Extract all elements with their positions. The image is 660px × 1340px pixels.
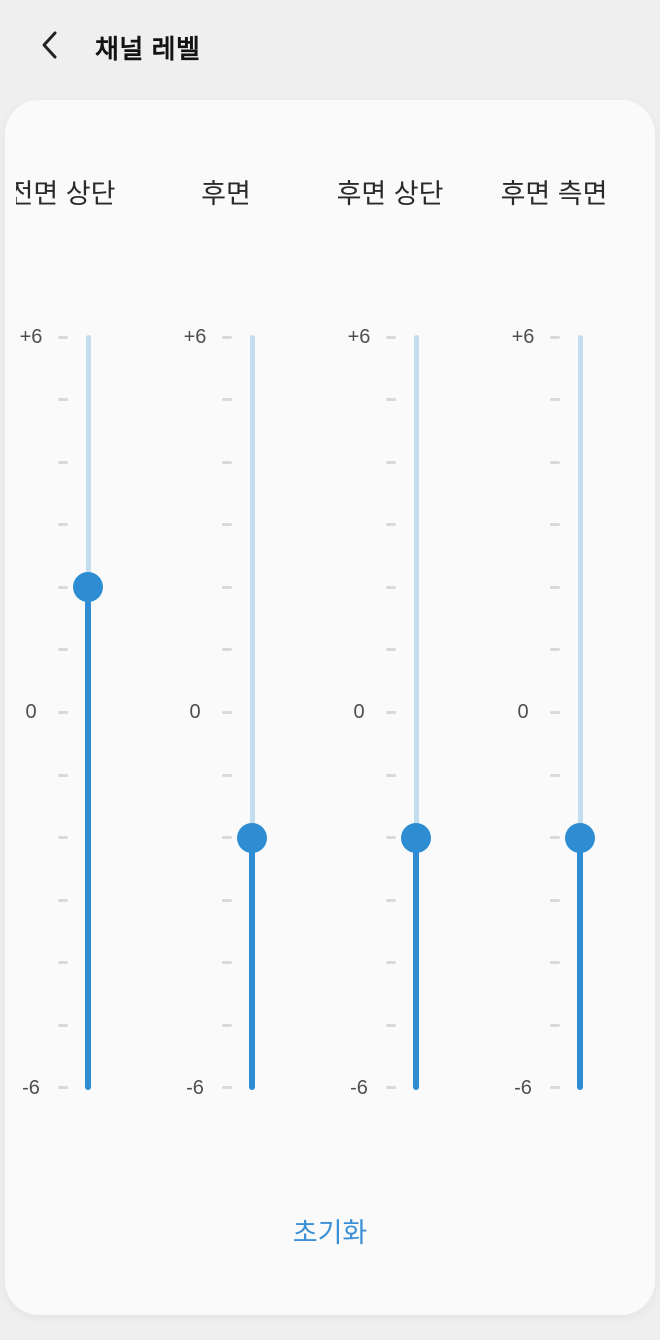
tick-mark [58, 1023, 68, 1027]
slider-track-active[interactable] [85, 587, 91, 1090]
tick-mark [386, 460, 396, 464]
tick-mark [58, 648, 68, 652]
scale-label: -6 [186, 1076, 204, 1099]
scale-label: +6 [183, 326, 207, 348]
tick-mark [58, 585, 68, 589]
tick-mark [222, 398, 232, 402]
tick-mark [58, 398, 68, 402]
tick-mark [550, 961, 560, 965]
tick-mark [58, 961, 68, 965]
tick-mark [550, 523, 560, 527]
tick-mark [58, 1086, 68, 1090]
scale-label: 0 [353, 701, 365, 724]
slider-scroll-area[interactable]: 전면 상단 +6 0 -6 후면 +6 0 -6 후면 상단 +6 0 -6 후면 측면 +6 0 -6 [16, 140, 655, 1170]
tick-mark [58, 836, 68, 840]
tick-mark [222, 898, 232, 902]
app-header: 채널 레벨 [0, 0, 660, 100]
tick-mark [222, 710, 232, 714]
back-button[interactable] [30, 24, 70, 68]
tick-mark [550, 335, 560, 339]
tick-mark [386, 961, 396, 965]
scale-label: -6 [350, 1076, 368, 1099]
slider-track[interactable] [413, 335, 419, 1090]
slider-thumb[interactable] [237, 822, 267, 853]
tick-mark [386, 523, 396, 527]
scale-label: -6 [22, 1076, 40, 1099]
scale-label: +6 [511, 326, 535, 348]
tick-mark [58, 710, 68, 714]
channel-column: 후면 상단 +6 0 -6 [334, 140, 498, 1170]
tick-mark [386, 398, 396, 402]
tick-mark [58, 460, 68, 464]
tick-mark [550, 1086, 560, 1090]
reset-button[interactable]: 초기화 [5, 1205, 655, 1256]
tick-mark [386, 1086, 396, 1090]
tick-mark [550, 648, 560, 652]
tick-mark [550, 836, 560, 840]
page-title: 채널 레벨 [95, 34, 201, 64]
tick-mark [550, 898, 560, 902]
slider-thumb[interactable] [401, 822, 431, 853]
scale-label: +6 [19, 326, 43, 348]
tick-mark [222, 523, 232, 527]
slider-thumb[interactable] [565, 822, 595, 853]
slider-track[interactable] [577, 335, 583, 1090]
scale-label: 0 [189, 701, 201, 724]
tick-mark [550, 773, 560, 777]
tick-mark [550, 710, 560, 714]
tick-mark [222, 460, 232, 464]
slider-track-active[interactable] [249, 837, 255, 1090]
channel-column: 후면 +6 0 -6 [170, 140, 334, 1170]
tick-mark [386, 710, 396, 714]
tick-mark [550, 398, 560, 402]
tick-mark [386, 648, 396, 652]
channel-label: 후면 상단 [336, 179, 444, 209]
tick-mark [222, 585, 232, 589]
tick-mark [386, 773, 396, 777]
tick-mark [58, 335, 68, 339]
tick-mark [58, 523, 68, 527]
chevron-left-icon [38, 30, 62, 63]
tick-mark [222, 961, 232, 965]
channel-column: 전면 상단 +6 0 -6 [16, 140, 170, 1170]
tick-mark [550, 1023, 560, 1027]
tick-mark [222, 836, 232, 840]
tick-mark [386, 585, 396, 589]
slider-content: 전면 상단 +6 0 -6 후면 +6 0 -6 후면 상단 +6 0 -6 후면 측면 +6 0 -6 [16, 140, 655, 1170]
tick-mark [222, 648, 232, 652]
slider-track-active[interactable] [577, 837, 583, 1090]
tick-mark [386, 335, 396, 339]
scale-label: +6 [347, 326, 371, 348]
scale-label: 0 [517, 701, 529, 724]
tick-mark [58, 898, 68, 902]
channel-column: 후면 측면 +6 0 -6 [498, 140, 655, 1170]
tick-mark [58, 773, 68, 777]
tick-mark [222, 1023, 232, 1027]
tick-mark [386, 1023, 396, 1027]
tick-mark [222, 335, 232, 339]
tick-mark [386, 898, 396, 902]
scale-label: -6 [514, 1076, 532, 1099]
channel-label: 후면 [201, 179, 251, 209]
channel-label: 후면 측면 [500, 179, 608, 209]
scale-label: 0 [25, 701, 37, 724]
slider-track-active[interactable] [413, 837, 419, 1090]
tick-mark [222, 1086, 232, 1090]
slider-thumb[interactable] [73, 572, 103, 603]
tick-mark [222, 773, 232, 777]
tick-mark [550, 585, 560, 589]
channel-label: 전면 상단 [16, 179, 116, 209]
tick-mark [386, 836, 396, 840]
slider-track[interactable] [249, 335, 255, 1090]
channel-level-panel: 전면 상단 +6 0 -6 후면 +6 0 -6 후면 상단 +6 0 -6 후면 측면 +6 0 -6 초기… [5, 100, 655, 1315]
tick-mark [550, 460, 560, 464]
